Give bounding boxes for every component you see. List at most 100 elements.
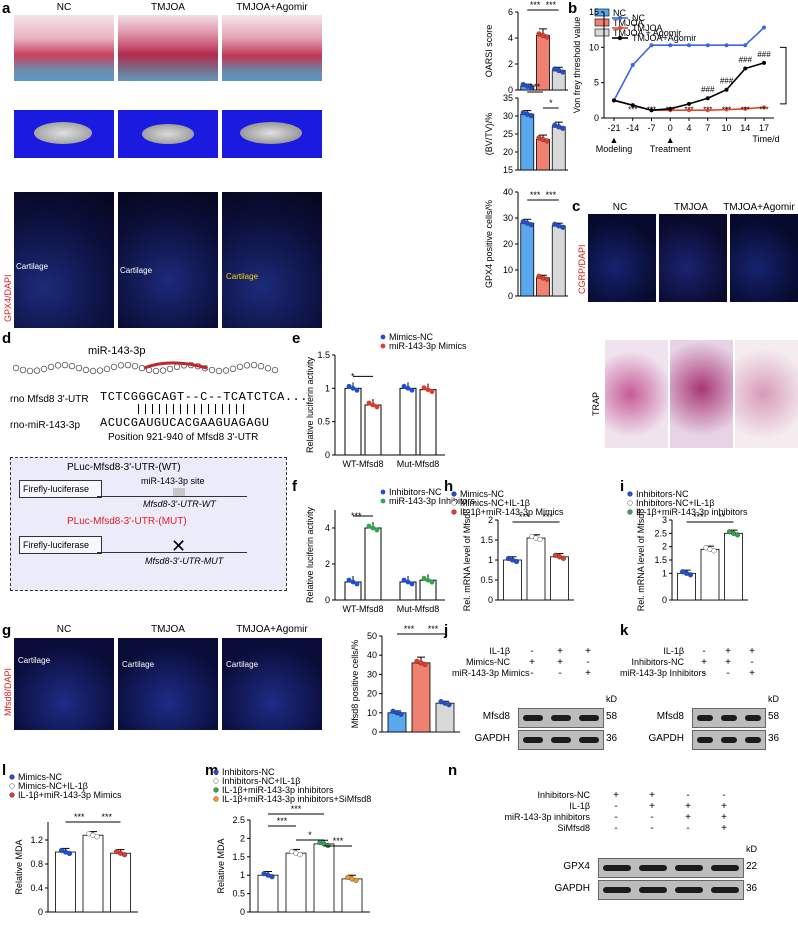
- band-label: GAPDH: [474, 733, 510, 744]
- protein-band: [639, 865, 667, 871]
- significance-label: ***: [628, 106, 637, 115]
- y-tick-label: 0: [594, 113, 599, 123]
- title-nc: NC: [56, 2, 72, 13]
- significance-label: ***: [404, 624, 415, 634]
- firefly-box: Firefly-luciferase: [19, 536, 102, 554]
- significance-label: ***: [530, 0, 541, 10]
- protein-band: [745, 715, 761, 721]
- x-tick-label: -14: [626, 123, 639, 133]
- data-point: [421, 385, 427, 391]
- y-axis-label: Rel. mRNA level of Mfsd8: [462, 509, 472, 612]
- y-tick-label: 4: [508, 33, 513, 43]
- data-point: [325, 842, 331, 849]
- y-tick-label: 0.4: [30, 883, 43, 893]
- x-tick-label: Mut-Mfsd8: [397, 604, 440, 614]
- nucleotide-bead: [271, 366, 279, 374]
- bar: [257, 874, 279, 913]
- protein-band: [711, 887, 739, 893]
- panel-label-c: c: [572, 198, 581, 215]
- series-point: [724, 107, 729, 112]
- title-agomir: TMJOA+Agomir: [723, 202, 795, 213]
- legend-marker: [9, 774, 15, 780]
- trap-image-agomir: [735, 340, 798, 448]
- y-tick-label: 0.5: [317, 417, 330, 427]
- data-point: [350, 385, 356, 391]
- legend-marker: [617, 15, 623, 21]
- treatment-row-label: Inhibitors-NC: [631, 657, 684, 667]
- nucleotide-bead: [68, 362, 76, 370]
- protein-band: [551, 737, 571, 743]
- treatment-sign: -: [650, 823, 654, 834]
- data-point: [537, 536, 543, 543]
- legend-marker: [380, 498, 386, 504]
- significance-label: ***: [530, 190, 541, 200]
- protein-band: [551, 715, 571, 721]
- significance-label: ***: [351, 511, 362, 521]
- legend-marker: [213, 796, 219, 802]
- treatment-sign: +: [721, 812, 727, 823]
- kd-label: kD: [746, 844, 757, 854]
- treatment-sign: -: [726, 668, 730, 679]
- legend-label: TMJOA: [613, 18, 644, 28]
- significance-label: *: [308, 830, 312, 840]
- band-label: GAPDH: [554, 883, 590, 894]
- panel-label-f: f: [292, 478, 297, 495]
- y-axis-label: Relative MDA: [216, 838, 226, 893]
- cgrp-if-tmjoa: [659, 214, 727, 302]
- y-tick-label: 40: [367, 650, 377, 660]
- y-axis-label: Relative luciferin activity: [305, 356, 315, 453]
- legend-marker: [9, 792, 15, 798]
- microct-image-tmjoa: [118, 110, 218, 158]
- protein-band: [721, 715, 737, 721]
- y-tick-label: 2.5: [232, 815, 245, 825]
- data-point: [398, 711, 404, 717]
- data-point: [560, 224, 566, 230]
- treatment-sign: +: [685, 801, 691, 812]
- series-point: [705, 43, 710, 48]
- protein-band: [579, 737, 599, 743]
- cartilage-label: Cartilage: [120, 266, 153, 275]
- bar: [536, 138, 550, 171]
- treatment-sign: -: [614, 823, 618, 834]
- treatment-sign: +: [529, 657, 535, 668]
- treatment-row-label: miR-143-3p inhibitors: [504, 812, 590, 822]
- treatment-sign: -: [722, 790, 726, 801]
- y-tick-label: 1.5: [232, 852, 245, 862]
- nucleotide-bead: [33, 367, 41, 374]
- x-tick-label: WT-Mfsd8: [342, 459, 383, 469]
- data-point: [544, 138, 550, 144]
- y-axis-label: Rel. mRNA level of Mfsd8: [636, 509, 646, 612]
- nucleotide-bead: [236, 363, 244, 371]
- protein-band: [639, 887, 667, 893]
- kd-value: 36: [746, 883, 758, 894]
- series-point: [630, 103, 635, 108]
- treatment-row-label: SiMfsd8: [557, 823, 590, 833]
- utr-sequence: TCTCGGGCAGT--C--TCATCTCA...: [100, 390, 308, 404]
- data-point: [405, 579, 411, 585]
- x-tick-label: 14: [740, 123, 750, 133]
- data-point: [422, 661, 428, 667]
- bar: [419, 389, 437, 456]
- y-tick-label: 0: [488, 595, 493, 605]
- y-tick-label: 15: [503, 165, 513, 175]
- data-point: [354, 581, 360, 587]
- series-point: [687, 108, 691, 113]
- title-agomir: TMJOA+Agomir: [236, 624, 308, 635]
- significance-label: ***: [277, 816, 288, 826]
- nucleotide-bead: [166, 365, 174, 373]
- nucleotide-bead: [124, 361, 132, 369]
- base-pairing-lines: [138, 404, 248, 414]
- bar: [551, 225, 566, 297]
- cgrp-if-agomir: [730, 214, 798, 302]
- series-point: [649, 43, 654, 48]
- data-point: [560, 69, 566, 75]
- gpx4-dapi-label: GPX4/DAPI: [2, 262, 13, 322]
- histology-image-agomir: [222, 15, 322, 81]
- data-point: [405, 385, 411, 391]
- mfsd8-if-tmjoa: [118, 638, 218, 730]
- treatment-sign: -: [586, 657, 590, 668]
- data-point: [421, 575, 427, 581]
- data-point: [528, 84, 534, 91]
- utr-line: [97, 552, 247, 553]
- y-tick-label: 2: [325, 559, 330, 569]
